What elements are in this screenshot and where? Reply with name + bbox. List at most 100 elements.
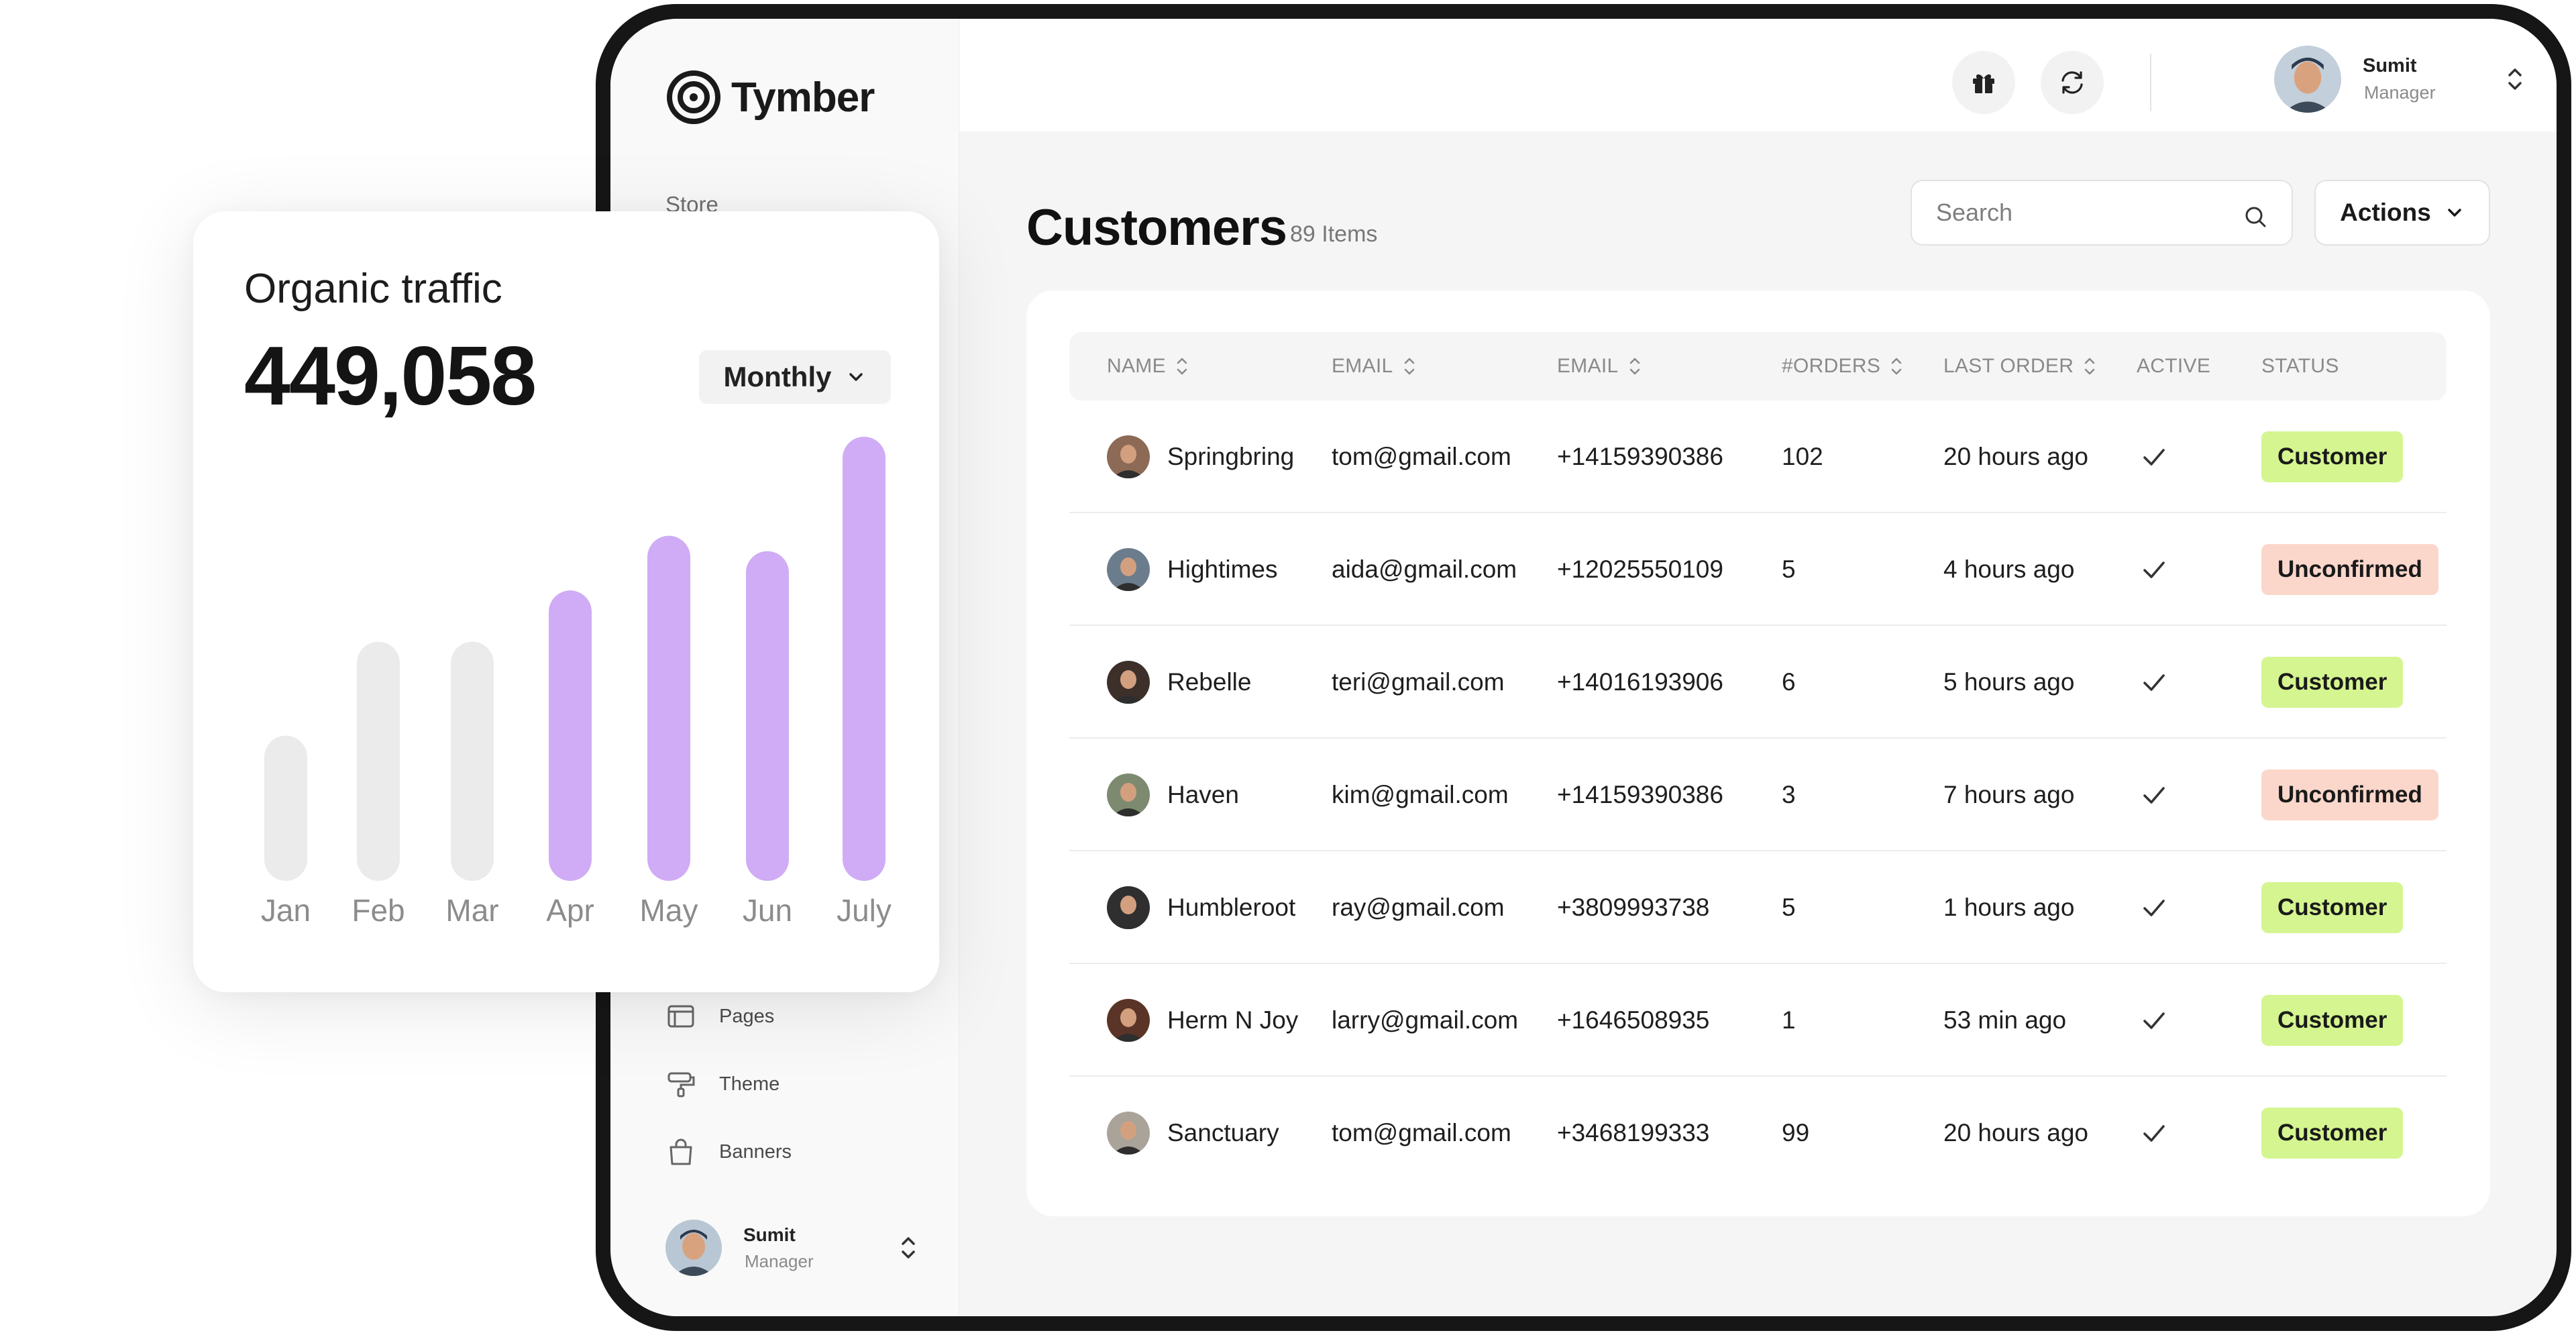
name-cell: Haven <box>1107 739 1239 851</box>
column-header[interactable]: EMAIL <box>1557 332 1643 400</box>
avatar <box>665 1220 722 1276</box>
customers-table: NAME EMAIL EMAIL #ORDERS LAST ORDER ACTIVE STA… <box>1026 290 2490 1216</box>
table-row[interactable]: Rebelle teri@gmail.com +14016193906 6 5 hour… <box>1069 626 2447 739</box>
column-header: ACTIVE <box>2137 332 2210 400</box>
orders-cell: 1 <box>1782 1006 1796 1034</box>
user-name: Sumit <box>2363 55 2417 76</box>
checkmark-icon <box>2143 449 2165 466</box>
avatar <box>1107 886 1150 929</box>
bar-feb <box>357 641 400 881</box>
user-role: Manager <box>745 1250 814 1271</box>
bar-mar <box>451 641 494 881</box>
x-tick-label: Apr <box>546 893 594 928</box>
table-row[interactable]: Humbleroot ray@gmail.com +3809993738 5 1 hou… <box>1069 851 2447 964</box>
avatar <box>1107 1112 1150 1155</box>
table-row[interactable]: Springbring tom@gmail.com +14159390386 102 2… <box>1069 400 2447 513</box>
orders-cell: 6 <box>1782 668 1796 696</box>
card-title: Organic traffic <box>244 266 502 312</box>
orders-cell: 3 <box>1782 781 1796 808</box>
phone-cell: +14159390386 <box>1557 443 1723 470</box>
column-header-label: EMAIL <box>1332 355 1393 377</box>
name-cell: Herm N Joy <box>1107 964 1298 1077</box>
column-header-label: STATUS <box>2261 355 2339 377</box>
status-badge: Customer <box>2261 882 2404 933</box>
top-bar: Sumit Manager <box>959 19 2557 131</box>
browser-window-icon <box>667 1005 694 1028</box>
orders-cell: 102 <box>1782 443 1823 470</box>
orders-cell: 5 <box>1782 555 1796 583</box>
status-badge: Unconfirmed <box>2261 544 2438 595</box>
sidebar-user-menu[interactable]: Sumit Manager <box>665 1220 920 1276</box>
status-cell: Unconfirmed <box>2261 513 2438 626</box>
avatar <box>1107 435 1150 478</box>
table-header: NAME EMAIL EMAIL #ORDERS LAST ORDER ACTIVE STA… <box>1069 332 2447 400</box>
status-cell: Unconfirmed <box>2261 739 2438 851</box>
chevron-down-icon <box>849 373 863 381</box>
search-icon[interactable] <box>2242 203 2269 230</box>
email-cell: tom@gmail.com <box>1332 443 1511 470</box>
sort-icon <box>1404 358 1414 375</box>
checkmark-icon <box>2143 1125 2165 1142</box>
last-order-cell: 1 hours ago <box>1943 894 2075 921</box>
x-tick-label: Jan <box>261 893 311 928</box>
status-badge: Customer <box>2261 657 2404 708</box>
last-order-cell: 20 hours ago <box>1943 443 2089 470</box>
sidebar-item-theme[interactable]: Theme <box>665 1069 780 1100</box>
shopping-bag-icon <box>669 1138 692 1165</box>
divider <box>2150 54 2151 111</box>
column-header[interactable]: #ORDERS <box>1782 332 1904 400</box>
last-order-cell: 53 min ago <box>1943 1006 2067 1034</box>
brand-logo[interactable]: Tymber <box>665 69 875 125</box>
checkmark-icon <box>2143 1012 2165 1029</box>
status-cell: Customer <box>2261 1077 2404 1189</box>
name-cell: Humbleroot <box>1107 851 1295 964</box>
table-row[interactable]: Sanctuary tom@gmail.com +3468199333 99 20 ho… <box>1069 1077 2447 1189</box>
email-cell: teri@gmail.com <box>1332 668 1505 696</box>
bar-apr <box>549 590 592 881</box>
actions-button[interactable]: Actions <box>2314 180 2490 246</box>
status-badge: Unconfirmed <box>2261 769 2438 820</box>
orders-cell: 5 <box>1782 894 1796 921</box>
active-cell <box>2139 964 2169 1077</box>
page-title: Customers <box>1026 199 1287 256</box>
column-header-label: EMAIL <box>1557 355 1619 377</box>
period-dropdown[interactable]: Monthly <box>699 350 891 404</box>
column-header-label: ACTIVE <box>2137 355 2211 377</box>
x-tick-label: Feb <box>352 893 405 928</box>
table-row[interactable]: Hightimes aida@gmail.com +12025550109 5 4 ho… <box>1069 513 2447 626</box>
phone-cell: +14016193906 <box>1557 668 1723 696</box>
chevron-up-down-icon <box>902 1237 915 1259</box>
sidebar-item-pages[interactable]: Pages <box>665 1001 774 1032</box>
table-row[interactable]: Haven kim@gmail.com +14159390386 3 7 hours a… <box>1069 739 2447 851</box>
sort-icon <box>1629 358 1640 375</box>
bar-may <box>647 535 690 881</box>
column-header: STATUS <box>2261 332 2339 400</box>
email-cell: larry@gmail.com <box>1332 1006 1519 1034</box>
active-cell <box>2139 513 2169 626</box>
table-row[interactable]: Herm N Joy larry@gmail.com +1646508935 1 53 … <box>1069 964 2447 1077</box>
phone-cell: +3809993738 <box>1557 894 1710 921</box>
sort-icon <box>1177 358 1187 375</box>
avatar <box>1107 661 1150 704</box>
gift-button[interactable] <box>1952 51 2015 114</box>
refresh-button[interactable] <box>2041 51 2104 114</box>
customer-name: Springbring <box>1167 443 1295 470</box>
chevron-up-down-icon <box>2508 68 2522 90</box>
sidebar-item-banners[interactable]: Banners <box>665 1136 792 1167</box>
column-header[interactable]: EMAIL <box>1332 332 1417 400</box>
phone-cell: +3468199333 <box>1557 1119 1710 1146</box>
status-badge: Customer <box>2261 995 2404 1046</box>
x-tick-label: Jun <box>743 893 792 928</box>
name-cell: Springbring <box>1107 400 1294 513</box>
top-user-menu[interactable]: Sumit Manager <box>2274 46 2527 113</box>
sidebar-item-label: Pages <box>719 1005 775 1027</box>
email-cell: kim@gmail.com <box>1332 781 1509 808</box>
avatar <box>1107 999 1150 1042</box>
phone-cell: +14159390386 <box>1557 781 1723 808</box>
paint-roller-icon <box>667 1072 695 1098</box>
column-header[interactable]: NAME <box>1107 332 1190 400</box>
search-input[interactable] <box>1911 180 2293 246</box>
tablet-frame: Tymber Store Pages Theme <box>596 4 2571 1331</box>
column-header[interactable]: LAST ORDER <box>1943 332 2098 400</box>
chevron-down-icon <box>2448 209 2461 217</box>
